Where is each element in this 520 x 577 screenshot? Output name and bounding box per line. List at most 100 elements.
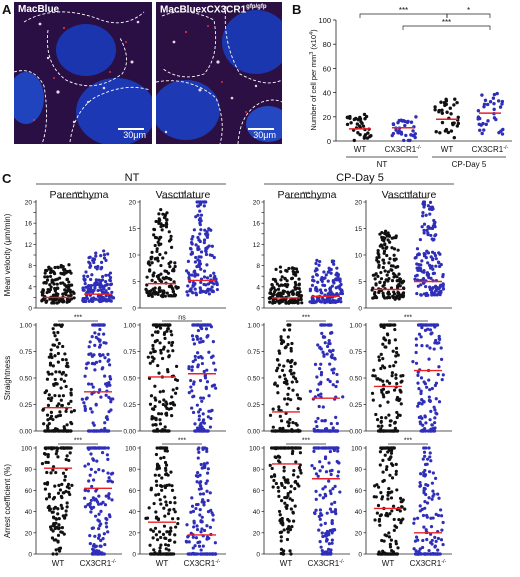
data-point <box>420 326 424 330</box>
data-point <box>374 412 378 417</box>
data-point <box>321 335 326 339</box>
data-point <box>289 398 293 402</box>
data-point <box>200 361 205 366</box>
data-point <box>199 530 203 534</box>
data-point <box>170 395 174 399</box>
data-point <box>333 357 337 361</box>
data-point <box>58 410 62 414</box>
data-point <box>440 120 445 125</box>
data-point <box>108 271 113 275</box>
data-point <box>89 467 93 471</box>
data-point <box>331 528 335 532</box>
data-point <box>156 552 160 556</box>
data-point <box>417 401 422 405</box>
data-point <box>90 446 94 450</box>
data-point <box>419 293 423 297</box>
data-point <box>191 546 195 550</box>
y-tick-label: 80 <box>253 467 261 474</box>
data-point <box>95 549 99 553</box>
data-point <box>432 347 436 351</box>
data-point <box>378 523 382 527</box>
data-point <box>148 269 152 273</box>
data-point <box>402 138 406 143</box>
data-point <box>161 532 166 536</box>
data-point <box>167 230 171 234</box>
data-point <box>108 279 113 283</box>
data-point <box>336 299 340 303</box>
data-point <box>429 332 433 336</box>
data-point <box>438 337 442 341</box>
data-point <box>421 278 425 282</box>
data-point <box>291 420 295 425</box>
data-point <box>286 397 290 401</box>
data-point <box>212 255 216 260</box>
data-point <box>423 415 427 419</box>
data-point <box>361 124 366 128</box>
x-tick-label: CX3CR1-/- <box>308 559 345 568</box>
data-point <box>215 283 219 287</box>
data-point <box>145 291 150 295</box>
data-point <box>425 344 429 348</box>
data-point <box>100 367 104 371</box>
data-point <box>389 538 393 542</box>
data-point <box>104 273 108 277</box>
data-point <box>319 323 323 327</box>
data-point <box>67 458 71 463</box>
data-point <box>82 288 86 292</box>
significance-marker: *** <box>302 438 310 445</box>
data-point <box>436 513 441 518</box>
data-point <box>276 446 280 450</box>
data-point <box>90 382 94 386</box>
data-point <box>154 493 158 497</box>
data-point <box>149 486 154 490</box>
data-point <box>394 376 398 380</box>
data-point <box>327 542 331 546</box>
data-point <box>63 474 67 479</box>
data-point <box>47 422 51 426</box>
data-point <box>107 381 111 385</box>
data-point <box>56 330 60 335</box>
data-point <box>426 483 430 488</box>
data-point <box>60 526 65 530</box>
data-point <box>202 238 207 242</box>
data-point <box>173 293 178 297</box>
data-point <box>205 461 209 465</box>
data-point <box>323 418 327 423</box>
data-point <box>191 410 196 415</box>
data-point <box>418 420 422 424</box>
data-point <box>204 327 209 331</box>
y-tick-label: 100 <box>125 446 136 453</box>
data-point <box>492 101 496 106</box>
data-point <box>158 549 162 553</box>
data-point <box>391 463 395 468</box>
data-point <box>330 538 334 542</box>
data-point <box>316 280 320 284</box>
data-point <box>433 254 438 258</box>
data-point <box>90 354 94 358</box>
data-point <box>315 375 319 379</box>
data-point <box>282 364 286 368</box>
data-point <box>97 512 101 516</box>
data-point <box>392 292 397 296</box>
data-point <box>165 449 169 453</box>
data-point <box>336 278 340 282</box>
data-point <box>49 410 53 414</box>
data-point <box>52 282 56 286</box>
group-label: CP-Day 5 <box>452 160 487 169</box>
data-point <box>171 388 175 392</box>
data-point <box>391 323 395 327</box>
data-point <box>88 429 92 433</box>
data-point <box>284 301 288 305</box>
data-point <box>107 273 111 277</box>
data-point <box>333 484 337 488</box>
data-point <box>330 259 335 263</box>
data-point <box>277 494 281 498</box>
data-point <box>97 468 101 472</box>
data-point <box>64 509 68 513</box>
data-point <box>192 270 196 274</box>
data-point <box>420 259 424 263</box>
data-point <box>200 290 204 294</box>
data-point <box>152 501 156 506</box>
data-point <box>94 429 98 433</box>
data-point <box>186 259 191 263</box>
